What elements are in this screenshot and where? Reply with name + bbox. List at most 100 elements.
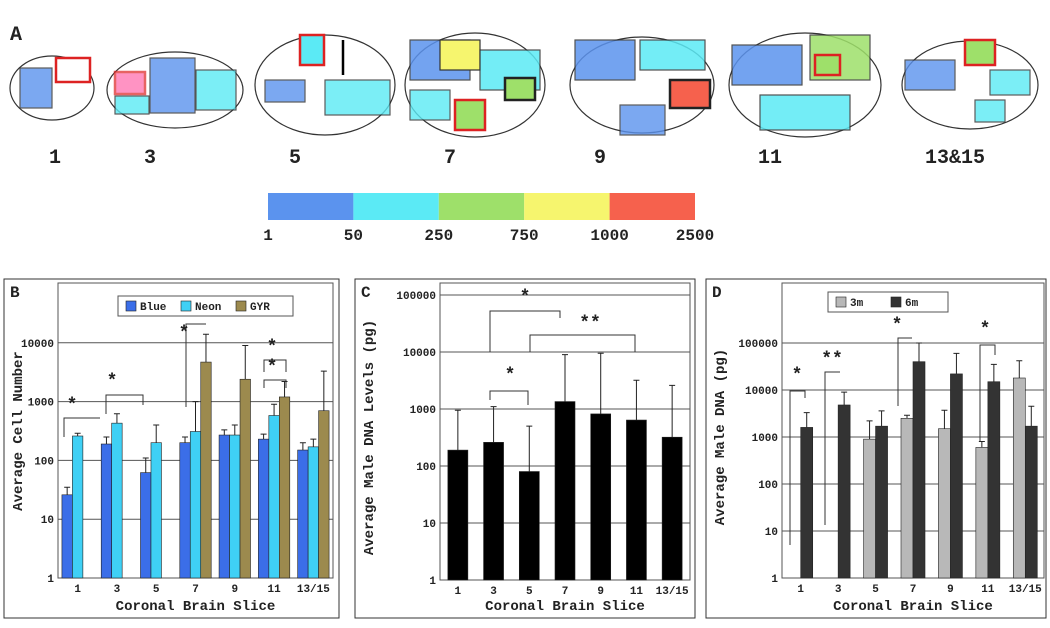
bar bbox=[863, 438, 876, 579]
error-bar bbox=[803, 412, 810, 428]
x-axis-title: Coronal Brain Slice bbox=[485, 599, 645, 615]
panel-frame bbox=[3, 278, 340, 619]
y-tick-label: 1000 bbox=[28, 398, 54, 410]
y-tick-label: 100 bbox=[758, 480, 778, 492]
significance-label: * bbox=[520, 288, 531, 308]
bar bbox=[483, 442, 504, 581]
legend-label: Neon bbox=[195, 302, 221, 314]
bar bbox=[200, 361, 212, 579]
y-tick-label: 100000 bbox=[738, 339, 778, 351]
brain-slices bbox=[9, 32, 1039, 138]
bar bbox=[218, 434, 230, 579]
panel-frame bbox=[705, 278, 1047, 619]
error-bar bbox=[990, 363, 997, 382]
x-tick-label: 1 bbox=[455, 586, 462, 598]
bar bbox=[100, 443, 112, 579]
significance-bracket bbox=[105, 394, 144, 414]
error-bar bbox=[221, 429, 228, 436]
y-tick-label: 1000 bbox=[752, 433, 778, 445]
error-bar bbox=[490, 406, 497, 443]
y-tick-label: 10 bbox=[423, 519, 436, 531]
x-tick-label: 9 bbox=[231, 584, 238, 596]
y-tick-label: 10 bbox=[765, 527, 778, 539]
y-tick-label: 10000 bbox=[745, 386, 778, 398]
error-bar bbox=[310, 438, 317, 447]
error-bar bbox=[669, 384, 676, 438]
bar bbox=[800, 427, 814, 579]
error-bar bbox=[64, 486, 71, 495]
x-axis-title: Coronal Brain Slice bbox=[833, 599, 993, 615]
colorbar-segment bbox=[609, 193, 695, 220]
panel-label: B bbox=[10, 284, 20, 302]
error-bar bbox=[916, 342, 922, 362]
brain bbox=[569, 36, 715, 136]
y-tick-label: 10000 bbox=[21, 339, 54, 351]
x-tick-label: 13/15 bbox=[1009, 584, 1042, 596]
error-bar bbox=[1028, 405, 1035, 427]
significance-label: * bbox=[892, 316, 903, 336]
x-tick-label: 3 bbox=[490, 586, 497, 598]
error-bar bbox=[142, 457, 149, 473]
bar bbox=[975, 447, 989, 579]
panel-frame bbox=[354, 278, 696, 619]
colorbar-segment bbox=[524, 193, 610, 220]
bar bbox=[912, 361, 926, 579]
bar bbox=[229, 434, 241, 579]
y-tick-label: 1000 bbox=[410, 405, 436, 417]
colorbar-label: 250 bbox=[424, 227, 453, 245]
significance-label: * bbox=[67, 396, 78, 416]
bar bbox=[950, 373, 963, 579]
slice-label: 9 bbox=[594, 147, 606, 170]
bar bbox=[61, 494, 73, 579]
bar bbox=[307, 446, 319, 579]
bar bbox=[140, 472, 152, 579]
slice-label: 13&15 bbox=[925, 147, 985, 170]
error-bar bbox=[978, 441, 985, 448]
bar bbox=[875, 425, 888, 579]
x-tick-label: 1 bbox=[797, 584, 804, 596]
bar bbox=[279, 396, 291, 579]
x-tick-label: 5 bbox=[526, 586, 533, 598]
brain bbox=[9, 55, 95, 121]
bar bbox=[837, 404, 851, 579]
x-tick-label: 5 bbox=[153, 584, 160, 596]
significance-label: * bbox=[267, 358, 278, 378]
slice-label: 1 bbox=[49, 147, 61, 170]
significance-label: * bbox=[179, 324, 190, 344]
significance-label: ** bbox=[821, 350, 843, 370]
bar bbox=[1012, 377, 1026, 579]
legend-box bbox=[117, 295, 294, 317]
error-bar bbox=[192, 401, 199, 432]
significance-label: * bbox=[107, 372, 118, 392]
x-tick-label: 9 bbox=[597, 586, 604, 598]
y-axis-title: Average Male DNA (pg) bbox=[713, 349, 729, 525]
panel-label: D bbox=[712, 284, 722, 302]
error-bar bbox=[841, 391, 848, 405]
significance-bracket bbox=[489, 390, 529, 405]
legend-swatch bbox=[890, 296, 902, 308]
y-tick-label: 1 bbox=[47, 574, 54, 586]
brain bbox=[254, 33, 396, 136]
significance-bracket bbox=[897, 337, 912, 406]
legend-label: 6m bbox=[905, 298, 919, 310]
y-tick-label: 1 bbox=[429, 576, 436, 588]
error-bar bbox=[182, 436, 189, 443]
bar bbox=[447, 449, 469, 581]
bar bbox=[900, 417, 914, 579]
x-axis-title: Coronal Brain Slice bbox=[116, 599, 276, 615]
bar bbox=[661, 436, 683, 581]
x-tick-label: 9 bbox=[947, 584, 954, 596]
bar bbox=[518, 471, 540, 581]
brain bbox=[106, 51, 244, 129]
error-bar bbox=[597, 352, 604, 414]
bar bbox=[987, 381, 1001, 579]
significance-label: * bbox=[267, 338, 278, 358]
colorbar-label: 750 bbox=[510, 227, 539, 245]
y-tick-label: 10000 bbox=[403, 348, 436, 360]
legend-label: GYR bbox=[250, 302, 270, 314]
error-bar bbox=[878, 410, 885, 427]
error-bar bbox=[941, 409, 948, 429]
error-bar bbox=[866, 420, 873, 440]
x-tick-label: 7 bbox=[910, 584, 917, 596]
bar bbox=[268, 415, 280, 579]
